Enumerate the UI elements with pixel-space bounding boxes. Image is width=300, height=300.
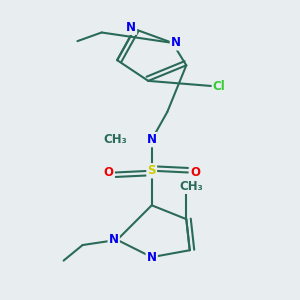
Text: CH₃: CH₃ [103, 133, 127, 146]
Text: N: N [147, 133, 157, 146]
Text: O: O [103, 166, 113, 179]
Text: N: N [147, 250, 157, 264]
Text: CH₃: CH₃ [180, 180, 203, 193]
Text: N: N [109, 233, 119, 246]
Text: Cl: Cl [213, 80, 226, 93]
Text: S: S [148, 164, 156, 177]
Text: O: O [190, 166, 200, 179]
Text: N: N [171, 36, 181, 50]
Text: N: N [126, 21, 136, 34]
